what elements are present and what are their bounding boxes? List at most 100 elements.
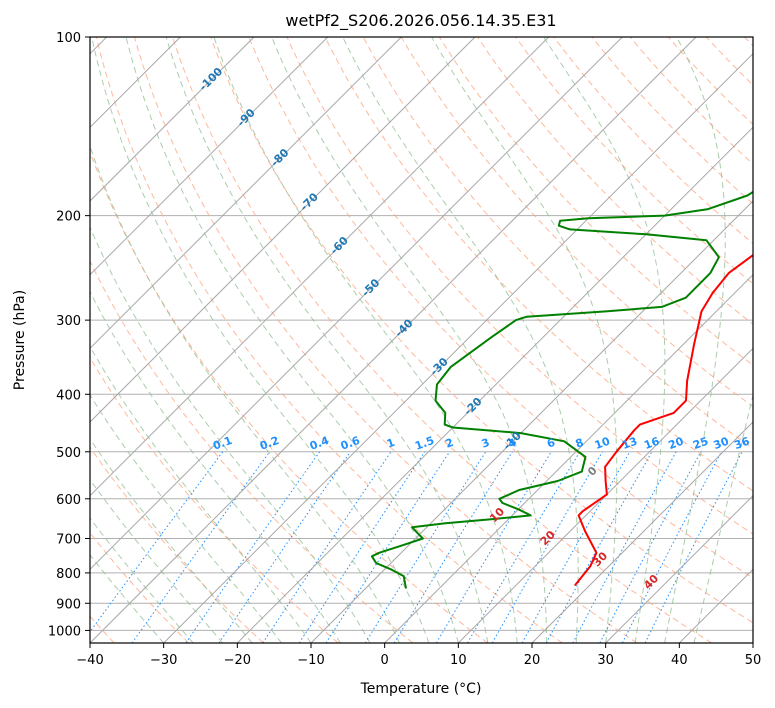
- mixing-ratio-label: 1.5: [413, 434, 436, 453]
- mixing-ratio-label: 36: [733, 434, 752, 452]
- isotherm-line: [163, 52, 753, 643]
- y-axis-title: Pressure (hPa): [12, 290, 28, 390]
- dry-adiabat-line: [95, 37, 563, 643]
- mixing-ratio-label: 8: [574, 436, 586, 451]
- mixing-ratio-line: [545, 451, 653, 643]
- moist-adiabat-line: [213, 37, 518, 643]
- mixing-ratio-line: [218, 451, 351, 643]
- mixing-ratio-label: 13: [620, 435, 639, 452]
- y-tick-label: 800: [56, 567, 81, 582]
- isotherm-line: [531, 421, 753, 643]
- mixing-ratio-label: 0.1: [211, 434, 234, 453]
- moist-adiabat-line: [664, 37, 726, 643]
- dry-adiabat-line: [286, 37, 753, 535]
- mixing-ratio-label: 3: [480, 436, 492, 451]
- x-tick-label: −40: [76, 653, 103, 668]
- isotherm-line: [457, 347, 753, 643]
- moist-adiabat-line: [91, 37, 430, 643]
- x-tick-label: −20: [224, 653, 251, 668]
- y-tick-label: 100: [56, 31, 81, 46]
- x-tick-label: −30: [150, 653, 177, 668]
- x-tick-label: 20: [524, 653, 541, 668]
- moist-adiabat-line: [90, 517, 194, 643]
- sounding-series: [370, 190, 753, 589]
- isotherm-line: [90, 37, 402, 350]
- dewpoint-profile-line: [370, 190, 753, 589]
- mixing-ratio-label: 0.2: [258, 434, 281, 453]
- moist-adiabat-line: [90, 290, 341, 643]
- moist-adiabat-line: [431, 37, 618, 643]
- moist-adiabat-line: [90, 478, 223, 643]
- chart-title: wetPf2_S206.2026.056.14.35.E31: [285, 11, 556, 31]
- moist-adiabat-line: [90, 393, 282, 643]
- moist-adiabat-line: [342, 37, 579, 643]
- mixing-ratio-label: 6: [545, 436, 557, 451]
- isotherm-line: [90, 37, 697, 643]
- mixing-ratio-line: [364, 451, 487, 643]
- mixing-ratio-line: [435, 451, 552, 643]
- x-tick-label: 30: [597, 653, 614, 668]
- mixing-ratio-line: [644, 451, 743, 643]
- mixing-ratio-label: 4: [506, 436, 518, 451]
- y-tick-label: 200: [56, 210, 81, 225]
- x-tick-label: −10: [297, 653, 324, 668]
- y-tick-label: 1000: [48, 624, 81, 639]
- y-tick-label: 700: [56, 533, 81, 548]
- moist-adiabat-line: [90, 144, 400, 643]
- mixing-ratio-label: 30: [712, 434, 731, 452]
- mixing-ratio-label: 0.4: [308, 434, 331, 453]
- mixing-ratio-label: 2: [444, 436, 456, 451]
- mixing-ratio-line: [572, 451, 677, 643]
- moist-adiabat-line: [90, 225, 371, 643]
- moist-adiabat-line: [90, 437, 253, 643]
- x-tick-label: 10: [450, 653, 467, 668]
- y-tick-label: 600: [56, 493, 81, 508]
- isotherm-line: [90, 37, 255, 202]
- x-tick-label: 0: [381, 653, 389, 668]
- mixing-ratio-line: [185, 451, 321, 643]
- mixing-ratio-label: 16: [642, 434, 661, 452]
- moist-adiabat-line: [165, 37, 489, 643]
- isotherm-line: [236, 126, 753, 643]
- x-axis-title: Temperature (°C): [360, 681, 482, 697]
- dry-adiabat-line: [248, 37, 753, 579]
- dry-adiabat-line: [210, 37, 753, 624]
- x-tick-label: 50: [745, 653, 762, 668]
- temperature-profile-line: [574, 253, 753, 587]
- pressure-gridlines: [90, 37, 753, 631]
- moist-adiabat-line: [125, 37, 459, 643]
- dry-adiabat-line: [90, 356, 339, 643]
- isotherm-line: [90, 37, 476, 423]
- isotherm-line: [90, 37, 329, 276]
- dry-adiabat-line: [90, 259, 414, 643]
- moist-adiabat-line: [543, 37, 666, 643]
- x-axis: −40 −30 −20 −10 0 10 20 30 40 50: [76, 643, 761, 668]
- mixing-ratio-line: [325, 451, 451, 643]
- y-tick-label: 400: [56, 388, 81, 403]
- mixing-ratio-line: [298, 451, 426, 643]
- dry-adiabat-line: [90, 446, 264, 643]
- mixing-ratio-line: [90, 451, 224, 633]
- moist-adiabat-line: [693, 393, 753, 643]
- moist-adiabat-line: [90, 554, 165, 643]
- mixing-ratio-line: [599, 451, 702, 643]
- isotherm-line: [384, 273, 753, 643]
- mixing-ratio-label: 0.6: [339, 434, 362, 453]
- mixing-ratio-label: 25: [691, 435, 710, 452]
- mixing-ratio-line: [262, 451, 392, 643]
- mixing-ratio-label: 20: [667, 434, 686, 452]
- y-axis: 1000 900 800 700 600 500 400 300 200 100: [48, 31, 90, 639]
- x-tick-label: 40: [671, 653, 688, 668]
- dry-adiabat-line: [324, 37, 753, 492]
- plot-frame: [89, 36, 754, 644]
- dry-adiabat-line: [515, 37, 753, 285]
- mixing-ratio-label: 1: [385, 436, 397, 451]
- isotherm-line: [90, 37, 550, 497]
- dry-adiabat-line: [172, 37, 712, 643]
- y-tick-label: 900: [56, 597, 81, 612]
- y-tick-label: 500: [56, 446, 81, 461]
- mixing-ratio-line: [131, 451, 271, 643]
- isotherm-line: [605, 494, 753, 643]
- y-tick-label: 300: [56, 314, 81, 329]
